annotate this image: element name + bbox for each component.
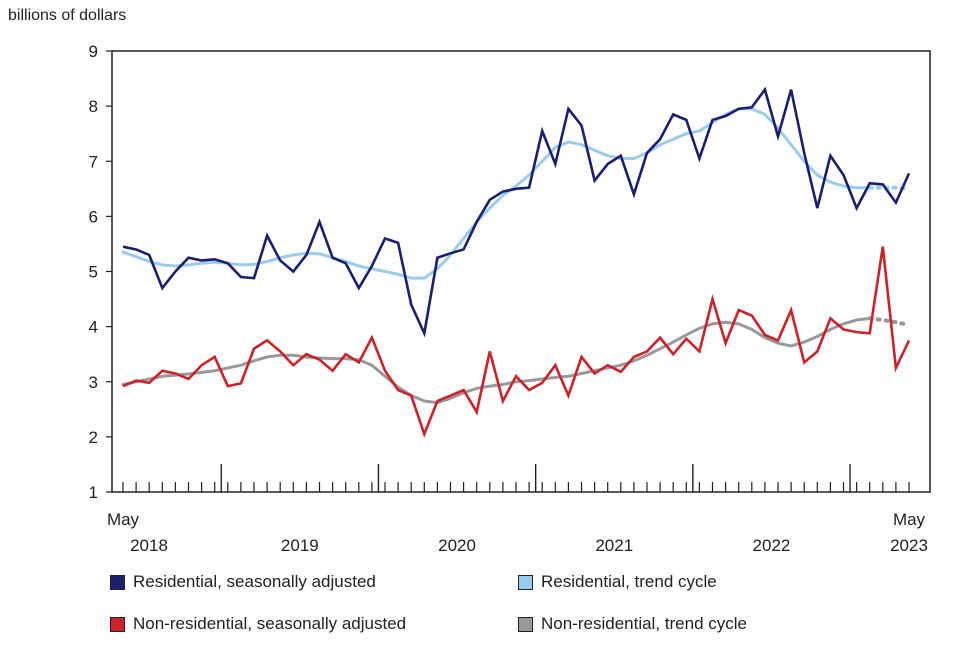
y-tick-label-7: 7 xyxy=(89,152,98,171)
x-year-label-2020: 2020 xyxy=(438,536,476,555)
y-tick-label-1: 1 xyxy=(89,483,98,502)
legend-item-residential-trend[interactable]: Residential, trend cycle xyxy=(518,572,717,592)
y-tick-label-2: 2 xyxy=(89,428,98,447)
legend-item-residential-sa[interactable]: Residential, seasonally adjusted xyxy=(110,572,376,592)
x-year-label-2022: 2022 xyxy=(753,536,791,555)
x-year-label-2019: 2019 xyxy=(281,536,319,555)
legend-swatch-nonresidential-trend xyxy=(518,616,533,632)
legend-label-residential-sa: Residential, seasonally adjusted xyxy=(133,572,376,591)
series-line-2 xyxy=(122,246,911,438)
legend-swatch-residential-trend xyxy=(518,574,533,590)
legend-item-nonresidential-sa[interactable]: Non-residential, seasonally adjusted xyxy=(110,614,406,634)
x-year-label-2021: 2021 xyxy=(595,536,633,555)
y-tick-label-3: 3 xyxy=(89,373,98,392)
legend-label-nonresidential-sa: Non-residential, seasonally adjusted xyxy=(133,614,407,633)
legend-label-nonresidential-trend: Non-residential, trend cycle xyxy=(541,614,747,633)
series-line-3-trend-projected xyxy=(867,316,911,327)
series-line-0 xyxy=(122,86,911,338)
x-label-end-year: 2023 xyxy=(890,536,928,555)
y-tick-label-9: 9 xyxy=(89,42,98,61)
legend-swatch-nonresidential-sa xyxy=(110,616,125,632)
x-label-end-month: May xyxy=(893,510,926,529)
y-tick-label-5: 5 xyxy=(89,263,98,282)
legend-label-residential-trend: Residential, trend cycle xyxy=(541,572,717,591)
legend-item-nonresidential-trend[interactable]: Non-residential, trend cycle xyxy=(518,614,747,634)
series-line-1-trend xyxy=(121,107,872,280)
legend: Residential, seasonally adjusted Residen… xyxy=(110,570,870,640)
y-axis-title: billions of dollars xyxy=(8,7,126,24)
legend-swatch-residential-sa xyxy=(110,574,125,590)
y-tick-label-8: 8 xyxy=(89,97,98,116)
x-label-start-month: May xyxy=(107,510,140,529)
x-label-start-year: 2018 xyxy=(130,536,168,555)
y-tick-label-6: 6 xyxy=(89,207,98,226)
y-tick-label-4: 4 xyxy=(89,318,98,337)
series-line-3-trend xyxy=(121,316,872,405)
